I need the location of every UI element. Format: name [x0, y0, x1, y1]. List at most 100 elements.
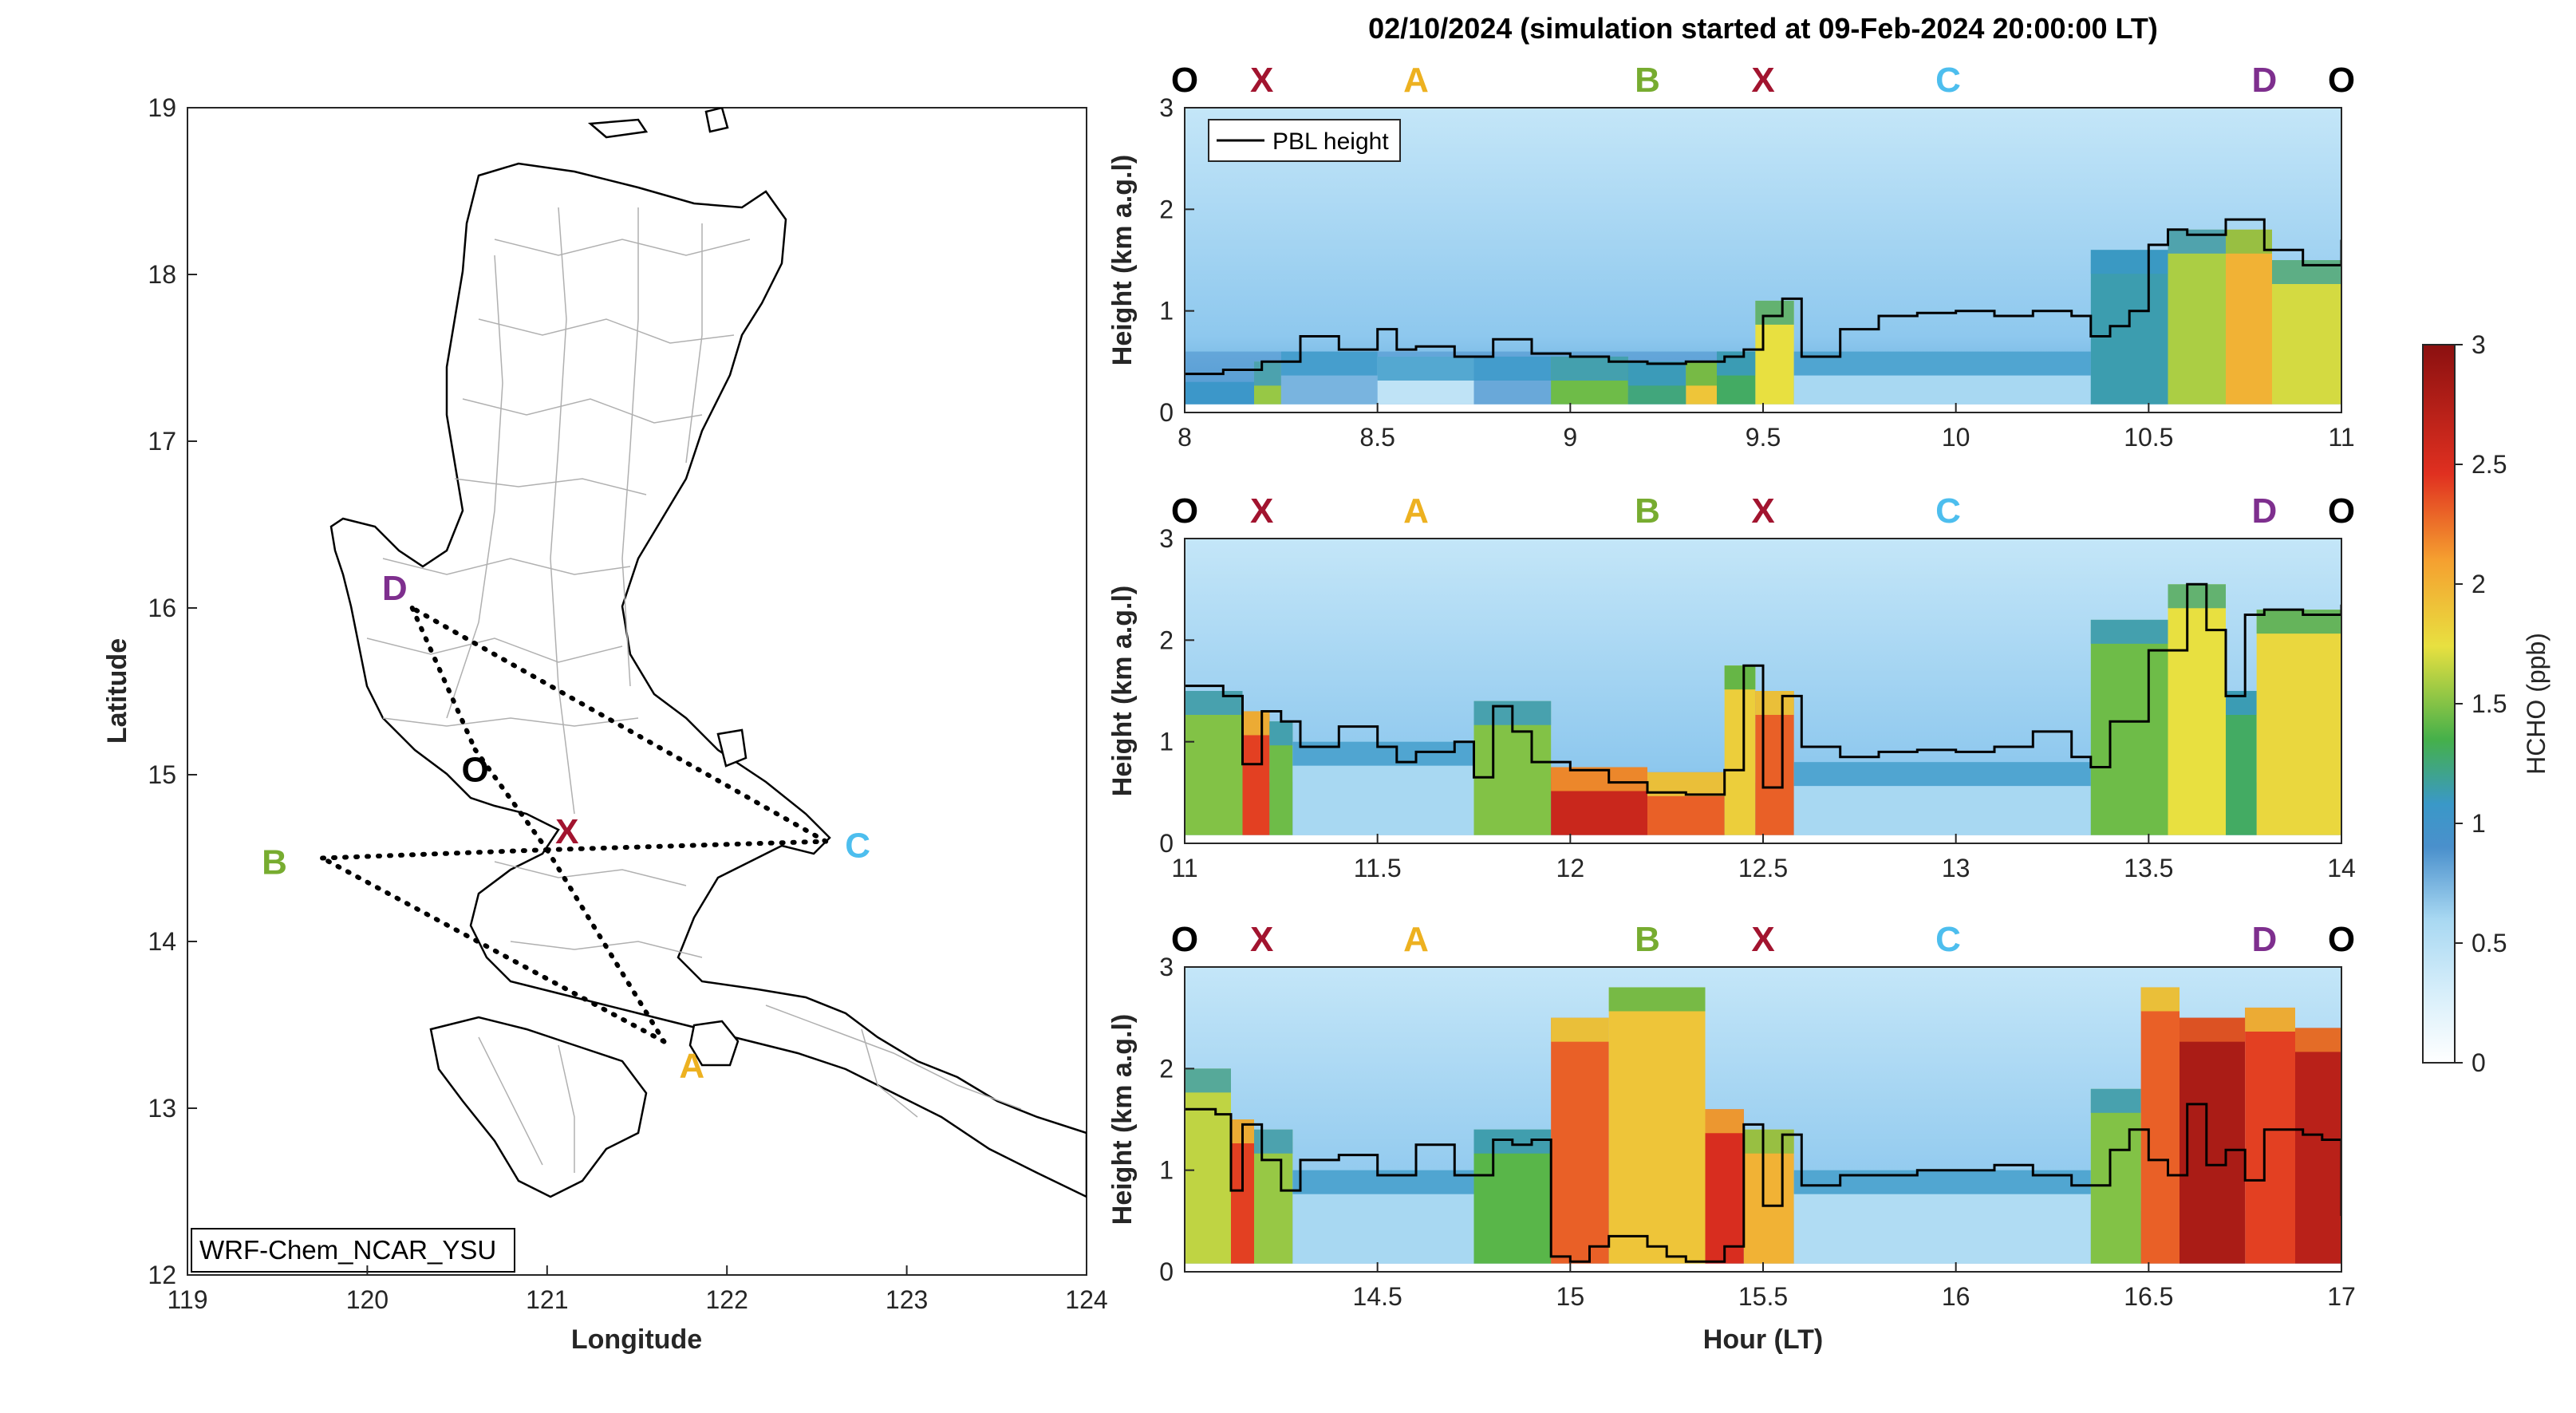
heatmap-xtick-label: 16	[1942, 1282, 1970, 1311]
hcho-cell-cap	[1609, 987, 1706, 1011]
hcho-cell-cap	[1755, 691, 1793, 715]
waypoint-label-O: O	[2328, 61, 2355, 100]
map-xtick-label: 124	[1065, 1285, 1107, 1314]
heatmap-xtick-label: 14.5	[1353, 1282, 1402, 1311]
model-label-box: WRF-Chem_NCAR_YSU	[191, 1229, 515, 1272]
hcho-cell-cap	[2295, 1028, 2341, 1052]
waypoint-label-O: O	[2328, 491, 2355, 531]
heatmap-xtick-label: 16.5	[2124, 1282, 2173, 1311]
hcho-cell	[2180, 1018, 2245, 1264]
heatmap-ylabel: Height (km a.g.l)	[1107, 155, 1138, 365]
map-waypoint-X: X	[555, 812, 578, 851]
hcho-cell-cap	[1717, 352, 1755, 376]
heatmap-xtick-label: 8.5	[1359, 423, 1395, 452]
map-xlabel: Longitude	[571, 1324, 702, 1355]
map-ytick-label: 17	[148, 427, 176, 456]
hcho-cell-cap	[1628, 361, 1686, 385]
heatmap-xtick-label: 15.5	[1738, 1282, 1788, 1311]
waypoint-label-C: C	[1935, 491, 1961, 531]
heatmap-xtick-label: 11	[1171, 854, 1197, 882]
waypoint-label-A: A	[1403, 491, 1429, 531]
heatmap-xtick-label: 8	[1178, 423, 1192, 452]
hcho-cell	[2168, 584, 2227, 835]
heatmap-xtick-label: 12	[1556, 854, 1585, 882]
map-waypoint-C: C	[845, 827, 870, 866]
colorbar-tick-label: 0	[2471, 1048, 2486, 1077]
hcho-cell-cap	[1254, 361, 1281, 385]
hcho-cell	[2141, 987, 2180, 1263]
map-ytick-label: 13	[148, 1094, 176, 1123]
heatmap-body	[1185, 967, 2341, 1272]
hcho-cell-cap	[1794, 762, 2091, 786]
hcho-cell-cap	[2257, 610, 2341, 633]
hcho-cell-cap	[2091, 250, 2168, 274]
heatmap-xtick-label: 11.5	[1354, 854, 1402, 882]
map-waypoint-B: B	[262, 843, 287, 882]
heatmap-body	[1185, 539, 2341, 843]
model-label: WRF-Chem_NCAR_YSU	[199, 1235, 496, 1265]
pbl-legend-label: PBL height	[1272, 128, 1389, 155]
hcho-cell-cap	[1686, 361, 1717, 385]
colorbar-tick-label: 2	[2471, 570, 2486, 598]
colorbar-tick-label: 1	[2471, 809, 2486, 838]
heatmap-ytick-label: 2	[1159, 195, 1174, 223]
heatmap-ytick-label: 1	[1159, 297, 1174, 326]
colorbar-tick-label: 0.5	[2471, 929, 2507, 957]
hcho-cell	[2091, 620, 2168, 835]
waypoint-label-B: B	[1635, 491, 1660, 531]
map-xtick-label: 122	[706, 1285, 748, 1314]
heatmap-xtick-label: 11	[2328, 423, 2354, 452]
map-xtick-label: 119	[167, 1285, 207, 1314]
heatmap-panel-bottom: 14.5 15 15.5 16 16.5 17 0 1 2 3 Height (km a.g.l) O…	[1107, 920, 2356, 1311]
heatmap-ylabel: Height (km a.g.l)	[1107, 586, 1138, 796]
map-ytick-label: 18	[148, 260, 176, 289]
waypoint-label-X: X	[1250, 491, 1273, 531]
waypoint-label-D: D	[2251, 491, 2277, 531]
heatmap-xtick-label: 15	[1556, 1282, 1585, 1311]
waypoint-label-C: C	[1935, 920, 1961, 959]
hcho-cell-cap	[1755, 301, 1793, 325]
waypoint-label-X: X	[1250, 920, 1273, 959]
hcho-cell	[2295, 1028, 2341, 1263]
waypoint-label-X: X	[1751, 920, 1774, 959]
hcho-cell-cap	[2141, 987, 2180, 1011]
map-ytick-label: 15	[148, 760, 176, 789]
hcho-cell	[2091, 1089, 2141, 1264]
map-ylabel: Latitude	[102, 638, 132, 744]
hcho-cell-cap	[1551, 357, 1628, 381]
map-xtick-label: 123	[886, 1285, 928, 1314]
colorbar: 0 0.5 1 1.5 2 2.5 3 HCHO (ppb)	[2423, 330, 2550, 1077]
hcho-cell	[1185, 1068, 1231, 1263]
hcho-cell-cap	[1725, 665, 1756, 689]
heatmap-ytick-label: 0	[1159, 1257, 1174, 1286]
map-waypoint-O: O	[462, 751, 489, 790]
hcho-cell-cap	[2245, 1008, 2295, 1032]
hcho-cell	[2168, 230, 2227, 405]
hcho-cell-cap	[1185, 1068, 1231, 1092]
heatmap-xtick-label: 9	[1563, 423, 1577, 452]
map-xtick-label: 120	[346, 1285, 389, 1314]
map-ytick-label: 19	[148, 93, 176, 122]
map-ytick-label: 12	[148, 1261, 176, 1289]
hcho-cell-cap	[1378, 357, 1474, 381]
waypoint-label-B: B	[1635, 61, 1660, 100]
hcho-cell	[1725, 665, 1756, 835]
heatmap-ytick-label: 2	[1159, 1054, 1174, 1083]
map-xtick-label: 121	[526, 1285, 568, 1314]
heatmap-xtick-label: 12.5	[1738, 854, 1788, 882]
hcho-cell-cap	[1281, 352, 1378, 376]
heatmap-ytick-label: 0	[1159, 398, 1174, 427]
hcho-cell-cap	[1474, 357, 1552, 381]
waypoint-label-A: A	[1403, 920, 1429, 959]
figure-title: 02/10/2024 (simulation started at 09-Feb…	[1368, 12, 2158, 45]
colorbar-ticks: 00.511.522.53	[2455, 330, 2507, 1077]
waypoint-label-D: D	[2251, 61, 2277, 100]
colorbar-gradient	[2423, 345, 2455, 1063]
hcho-cell-cap	[1185, 691, 1243, 715]
hcho-cell-cap	[1243, 711, 1270, 735]
hcho-cell-cap	[1706, 1109, 1744, 1133]
heatmap-xtick-label: 14	[2327, 854, 2356, 882]
waypoint-label-O: O	[2328, 920, 2355, 959]
